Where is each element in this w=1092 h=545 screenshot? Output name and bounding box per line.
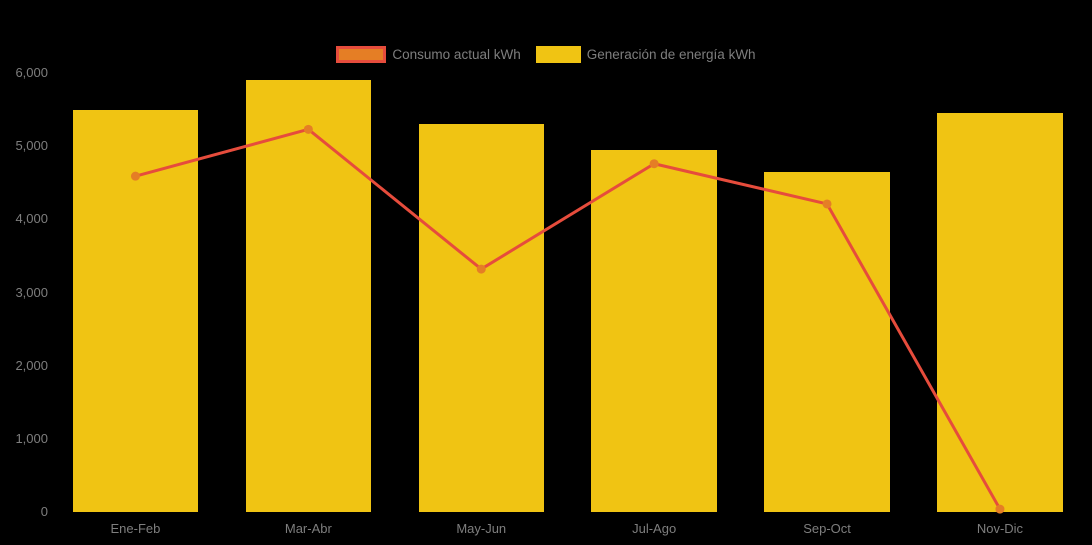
y-tick-label: 0 <box>40 504 48 519</box>
legend-label-consumo: Consumo actual kWh <box>392 47 521 62</box>
bar-Ene-Feb <box>72 109 199 512</box>
x-tick-label: Sep-Oct <box>803 521 851 536</box>
bar-May-Jun <box>418 124 544 512</box>
legend-swatch-generacion-icon <box>535 46 581 63</box>
bar-Jul-Ago <box>591 149 717 512</box>
chart-legend: Consumo actual kWh Generación de energía… <box>0 46 1092 63</box>
x-tick-label: Mar-Abr <box>284 521 332 536</box>
y-tick-label: 3,000 <box>15 284 48 300</box>
legend-item-generacion: Generación de energía kWh <box>535 46 756 63</box>
y-tick-label: 6,000 <box>15 65 48 80</box>
legend-swatch-consumo-icon <box>336 46 387 63</box>
y-tick-label: 5,000 <box>15 138 48 154</box>
legend-label-generacion: Generación de energía kWh <box>586 47 756 62</box>
legend-item-consumo: Consumo actual kWh <box>336 46 521 63</box>
bar-Sep-Oct <box>764 171 890 512</box>
y-tick-label: 2,000 <box>15 357 48 373</box>
x-tick-label: Ene-Feb <box>110 521 161 536</box>
bar-Nov-Dic <box>937 113 1063 512</box>
x-tick-label: Jul-Ago <box>632 521 677 536</box>
y-tick-label: 4,000 <box>15 211 48 227</box>
x-tick-label: Nov-Dic <box>976 521 1024 536</box>
y-tick-label: 1,000 <box>15 430 48 446</box>
x-tick-label: May-Jun <box>456 521 507 536</box>
bar-Mar-Abr <box>245 80 372 512</box>
